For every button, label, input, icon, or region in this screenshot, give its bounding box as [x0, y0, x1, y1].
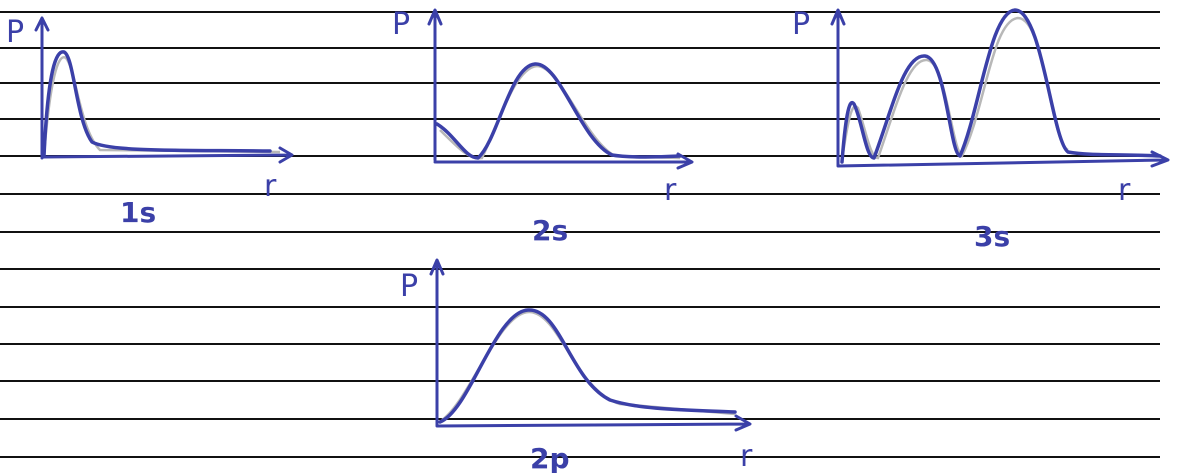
- y-axis-label: P: [6, 15, 24, 50]
- probability-curve: [435, 62, 682, 160]
- orbital-label: 2p: [530, 442, 570, 473]
- x-axis-label: r: [1118, 173, 1131, 208]
- y-axis-label: P: [400, 269, 418, 304]
- plot-3s: P r 3s: [792, 7, 1170, 253]
- pencil-sketch: [42, 55, 281, 157]
- orbital-label: 2s: [532, 214, 568, 247]
- axes: [34, 16, 294, 164]
- orbital-label: 3s: [974, 220, 1010, 253]
- axes: [427, 8, 694, 170]
- pencil-sketch: [439, 64, 681, 160]
- pencil-sketch: [441, 310, 736, 422]
- orbital-label: 1s: [120, 196, 156, 229]
- x-axis-label: r: [664, 173, 677, 208]
- plot-1s: P r 1s: [6, 15, 294, 229]
- probability-curve: [840, 8, 1162, 164]
- y-axis-label: P: [792, 7, 810, 42]
- ruled-lines: [0, 11, 1160, 458]
- axes: [429, 258, 752, 432]
- probability-curve: [42, 50, 272, 158]
- probability-curve: [438, 308, 737, 424]
- x-axis-label: r: [264, 169, 277, 204]
- plot-2s: P r 2s: [392, 7, 694, 247]
- plot-2p: P r 2p: [400, 258, 753, 473]
- axes: [830, 8, 1170, 168]
- y-axis-label: P: [392, 7, 410, 42]
- x-axis-label: r: [740, 439, 753, 473]
